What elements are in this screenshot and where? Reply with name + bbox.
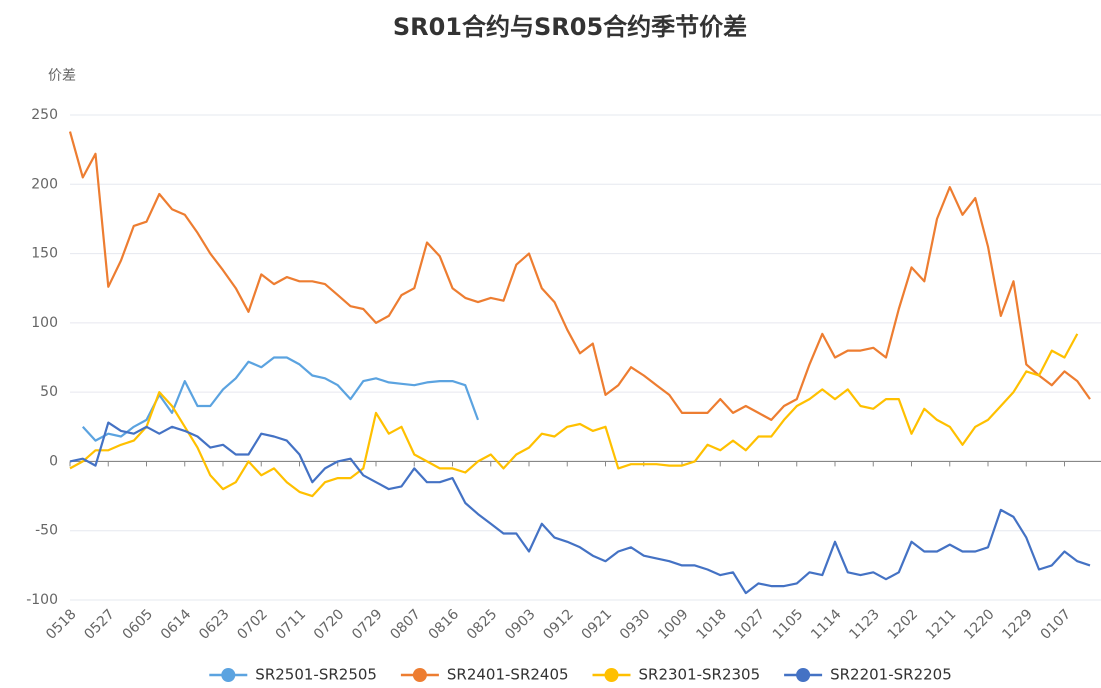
- y-axis-label: 价差: [48, 68, 76, 84]
- x-tick-label: 0623: [196, 606, 233, 643]
- y-tick-label: 0: [49, 453, 58, 469]
- legend-label: SR2301-SR2305: [639, 666, 761, 684]
- x-tick-label: 1211: [923, 606, 960, 643]
- chart-title: SR01合约与SR05合约季节价差: [393, 13, 747, 41]
- x-tick-label: 0527: [81, 606, 118, 643]
- x-tick-label: 0518: [43, 606, 80, 643]
- legend-swatch-dot: [221, 668, 236, 682]
- x-tick-label: 0729: [349, 606, 386, 643]
- x-tick-label: 0711: [273, 606, 310, 643]
- y-tick-label: 200: [31, 176, 58, 192]
- x-tick-label: 1105: [770, 606, 807, 643]
- x-tick-label: 1027: [732, 606, 769, 643]
- y-tick-label: 250: [31, 107, 58, 123]
- x-tick-label: 1202: [885, 606, 922, 643]
- x-tick-label: 0816: [426, 606, 463, 643]
- x-tick-label: 1123: [846, 606, 883, 643]
- y-tick-label: -100: [26, 592, 58, 608]
- y-tick-label: 50: [40, 384, 58, 400]
- y-tick-label: -50: [35, 523, 58, 539]
- legend: SR2501-SR2505 SR2401-SR2405 SR2301-SR2305 S…: [209, 666, 952, 684]
- series-line: [81, 356, 480, 442]
- series-line: [68, 131, 1091, 421]
- series-line: [69, 421, 1091, 595]
- x-tick-label: 0107: [1038, 606, 1075, 643]
- legend-swatch-dot: [796, 668, 811, 682]
- x-tick-label: 1018: [693, 606, 730, 643]
- x-tick-label: 0930: [617, 606, 654, 643]
- x-tick-label: 1114: [808, 606, 845, 643]
- legend-label: SR2501-SR2505: [255, 666, 377, 684]
- x-tick-label: 0912: [540, 606, 577, 643]
- x-tick-label: 0720: [311, 606, 348, 643]
- series-line: [69, 333, 1079, 498]
- x-tick-label: 0605: [120, 606, 157, 643]
- x-tick-label: 1009: [655, 606, 692, 643]
- legend-swatch-dot: [412, 668, 427, 682]
- x-tick-label: 0807: [387, 606, 424, 643]
- x-tick-label: 0702: [234, 606, 271, 643]
- x-tick-label: 1220: [961, 606, 998, 643]
- x-tick-label: 1229: [999, 606, 1036, 643]
- y-tick-label: 150: [31, 246, 58, 262]
- x-tick-label: 0614: [158, 606, 195, 643]
- legend-label: SR2201-SR2205: [830, 666, 952, 684]
- x-tick-label: 0825: [464, 606, 501, 643]
- y-tick-label: 100: [31, 315, 58, 331]
- legend-label: SR2401-SR2405: [447, 666, 569, 684]
- x-tick-label: 0921: [579, 606, 616, 643]
- x-tick-label: 0903: [502, 606, 539, 643]
- legend-swatch-dot: [604, 668, 619, 682]
